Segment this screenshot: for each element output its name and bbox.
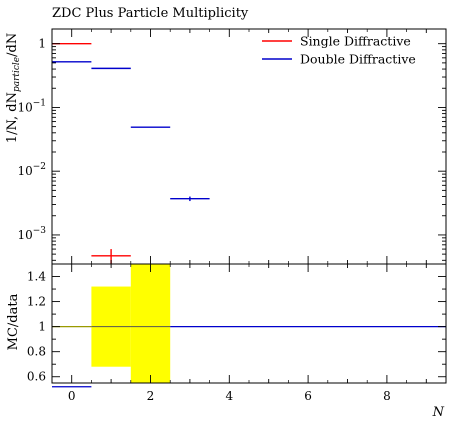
ratio-panel bbox=[52, 264, 446, 388]
x-tick-label: 6 bbox=[304, 389, 312, 403]
y-tick-label: 10−3 bbox=[17, 226, 46, 242]
ratio-y-tick-label: 1.2 bbox=[27, 295, 46, 309]
x-tick-label: 8 bbox=[383, 389, 391, 403]
ratio-y-axis-label: MC/data bbox=[6, 293, 21, 350]
ratio-y-tick-label: 1.4 bbox=[27, 270, 46, 284]
x-tick-label: 2 bbox=[147, 389, 155, 403]
x-tick-label: 4 bbox=[225, 389, 233, 403]
plot-title: ZDC Plus Particle Multiplicity bbox=[52, 6, 249, 21]
ratio-y-tick-label: 0.8 bbox=[27, 345, 46, 359]
x-tick-label: 0 bbox=[68, 389, 76, 403]
ratio-y-tick-label: 0.6 bbox=[27, 370, 46, 384]
y-tick-label: 10−2 bbox=[17, 162, 46, 178]
y-tick-label: 10−1 bbox=[17, 98, 46, 114]
ratio-uncertainty-band bbox=[130, 264, 171, 383]
panel-frames: 0 2 4 6 8 1 10−1 10−2 10−3 0.6 0.8 1 1.2 1.4 bbox=[17, 28, 447, 403]
legend-label: Double Diffractive bbox=[300, 52, 416, 67]
x-axis-label: N bbox=[432, 405, 445, 420]
ratio-y-tick-label: 1 bbox=[38, 320, 46, 334]
y-tick-label: 1 bbox=[38, 37, 46, 51]
main-y-axis-label: 1/N, dNparticle/dN bbox=[5, 33, 22, 143]
legend-label: Single Diffractive bbox=[300, 34, 411, 49]
main-panel: Single Diffractive Double Diffractive bbox=[52, 34, 416, 264]
legend: Single Diffractive Double Diffractive bbox=[262, 34, 416, 67]
